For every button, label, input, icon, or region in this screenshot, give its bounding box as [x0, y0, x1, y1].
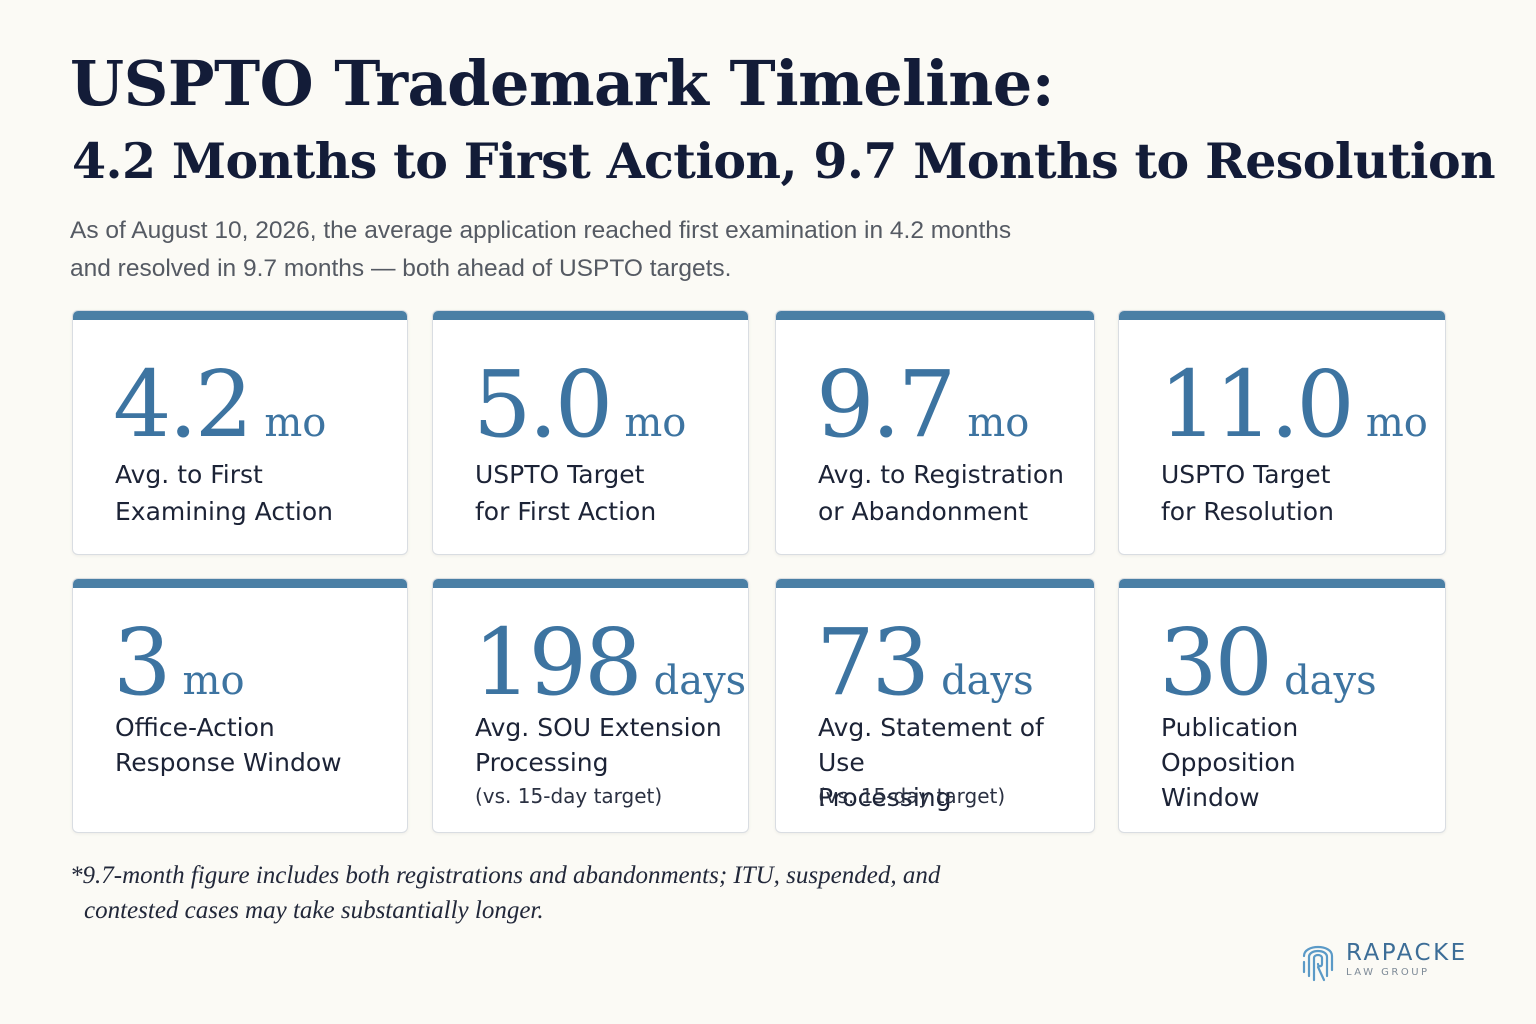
stat-value: 4.2 [113, 351, 253, 458]
stat-value: 198 [473, 609, 643, 716]
stat-value: 9.7 [816, 351, 956, 458]
stat-figure: 30 days [1159, 609, 1377, 716]
stat-label: Avg. Statement of Use Processing [818, 713, 1044, 812]
stat-card-sou-extension: 198 days Avg. SOU Extension Processing (vs… [432, 578, 749, 833]
card-accent-bar [433, 311, 748, 320]
stat-figure: 73 days [816, 609, 1034, 716]
stat-card-resolution-target: 11.0 mo USPTO Target for Resolution [1118, 310, 1446, 555]
card-accent-bar [73, 311, 407, 320]
stat-label: USPTO Target for First Action [475, 460, 657, 526]
logo-name: RAPACKE [1346, 940, 1468, 966]
footnote: *9.7-month figure includes both registra… [70, 858, 940, 928]
stat-note: (vs. 15-day target) [818, 784, 1006, 808]
stat-unit: days [1284, 658, 1377, 704]
stat-figure: 198 days [473, 609, 746, 716]
stat-unit: mo [182, 658, 245, 704]
stat-label: Avg. to First Examining Action [115, 460, 333, 526]
footnote-line-2: contested cases may take substantially l… [84, 897, 544, 924]
page-title: USPTO Trademark Timeline: [70, 47, 1055, 120]
stat-unit: mo [264, 400, 327, 446]
stat-card-first-action-target: 5.0 mo USPTO Target for First Action [432, 310, 749, 555]
stat-card-first-action-avg: 4.2 mo Avg. to First Examining Action [72, 310, 408, 555]
stat-unit: mo [1365, 400, 1428, 446]
fingerprint-icon [1302, 945, 1334, 982]
card-accent-bar [776, 579, 1094, 588]
card-accent-bar [73, 579, 407, 588]
stat-value: 73 [816, 609, 930, 716]
stat-unit: days [653, 658, 747, 704]
stat-value: 5.0 [473, 351, 613, 458]
stat-label: Avg. SOU Extension Processing [475, 713, 722, 777]
stat-label: Avg. to Registration or Abandonment [818, 460, 1064, 526]
intro-text: As of August 10, 2026, the average appli… [70, 212, 1150, 288]
footnote-line-1: *9.7-month figure includes both registra… [70, 862, 941, 889]
stat-card-statement-of-use: 73 days Avg. Statement of Use Processing (… [775, 578, 1095, 833]
stat-unit: mo [967, 400, 1030, 446]
stat-label: Publication Opposition Window [1161, 713, 1299, 812]
stat-figure: 5.0 mo [473, 351, 686, 458]
stat-figure: 9.7 mo [816, 351, 1029, 458]
stat-card-response-window: 3 mo Office-Action Response Window [72, 578, 408, 833]
logo-subtitle: LAW GROUP [1346, 967, 1430, 978]
stat-value: 11.0 [1159, 351, 1355, 458]
card-accent-bar [776, 311, 1094, 320]
stat-card-opposition-window: 30 days Publication Opposition Window [1118, 578, 1446, 833]
stat-value: 3 [113, 609, 172, 716]
card-accent-bar [433, 579, 748, 588]
brand-logo: RAPACKE LAW GROUP [1298, 936, 1468, 984]
card-accent-bar [1119, 311, 1445, 320]
card-accent-bar [1119, 579, 1445, 588]
stat-unit: days [941, 658, 1034, 704]
intro-line-2: and resolved in 9.7 months — both ahead … [70, 255, 732, 282]
stat-figure: 3 mo [113, 609, 245, 716]
stat-figure: 4.2 mo [113, 351, 326, 458]
stat-note: (vs. 15-day target) [475, 784, 663, 808]
stat-unit: mo [624, 400, 687, 446]
page-subtitle: 4.2 Months to First Action, 9.7 Months t… [72, 132, 1496, 190]
intro-line-1: As of August 10, 2026, the average appli… [70, 217, 1012, 244]
stat-label: Office-Action Response Window [115, 713, 342, 777]
stat-value: 30 [1159, 609, 1273, 716]
stat-figure: 11.0 mo [1159, 351, 1428, 458]
stat-label: USPTO Target for Resolution [1161, 460, 1334, 526]
stat-card-resolution-avg: 9.7 mo Avg. to Registration or Abandonment [775, 310, 1095, 555]
